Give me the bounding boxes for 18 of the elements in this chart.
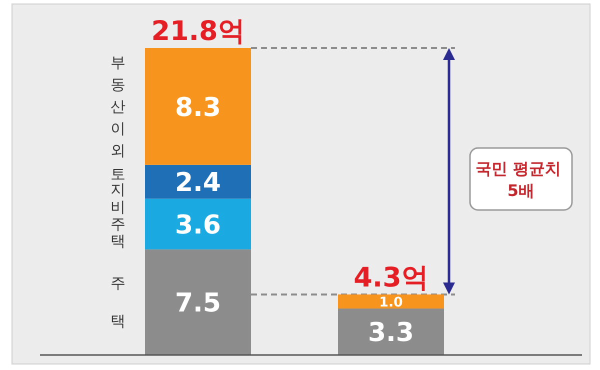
annotation: 국민 평균치 5배: [475, 159, 567, 200]
bar: [145, 198, 251, 250]
text: 비: [110, 198, 126, 216]
bar: [338, 308, 444, 355]
data-label: 1.0: [379, 295, 403, 310]
series-label: 토지: [110, 165, 126, 198]
data-label: 8.3: [174, 92, 222, 123]
data-label: 2.4: [174, 168, 222, 198]
data-label: 3.3: [368, 318, 414, 348]
bar: [145, 48, 251, 165]
data-label: 3.6: [174, 210, 222, 240]
bar: [338, 294, 444, 309]
total-label: 21.8억: [151, 16, 245, 47]
text: 주택: [110, 274, 126, 330]
data-label: 7.5: [174, 288, 222, 319]
series-label: 주택: [110, 215, 126, 250]
total-label: 4.3억: [354, 262, 428, 294]
series-label: 부동산 이외: [110, 53, 126, 160]
